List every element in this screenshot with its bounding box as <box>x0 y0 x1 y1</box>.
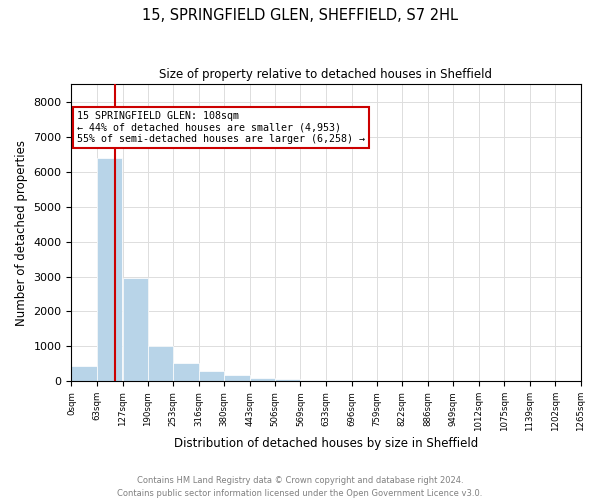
Title: Size of property relative to detached houses in Sheffield: Size of property relative to detached ho… <box>160 68 493 80</box>
Text: Contains HM Land Registry data © Crown copyright and database right 2024.
Contai: Contains HM Land Registry data © Crown c… <box>118 476 482 498</box>
Bar <box>275 379 301 382</box>
Bar <box>301 380 326 382</box>
Bar <box>199 371 224 382</box>
Bar <box>97 158 122 382</box>
Bar <box>250 378 275 382</box>
Bar <box>71 366 97 382</box>
Bar <box>148 346 173 382</box>
Y-axis label: Number of detached properties: Number of detached properties <box>15 140 28 326</box>
Text: 15 SPRINGFIELD GLEN: 108sqm
← 44% of detached houses are smaller (4,953)
55% of : 15 SPRINGFIELD GLEN: 108sqm ← 44% of det… <box>77 110 365 144</box>
Bar <box>224 375 250 382</box>
Text: 15, SPRINGFIELD GLEN, SHEFFIELD, S7 2HL: 15, SPRINGFIELD GLEN, SHEFFIELD, S7 2HL <box>142 8 458 22</box>
Bar <box>173 363 199 382</box>
Bar <box>326 380 352 382</box>
Bar <box>122 278 148 382</box>
Bar <box>402 380 428 382</box>
Bar <box>352 380 377 382</box>
X-axis label: Distribution of detached houses by size in Sheffield: Distribution of detached houses by size … <box>174 437 478 450</box>
Bar <box>377 380 402 382</box>
